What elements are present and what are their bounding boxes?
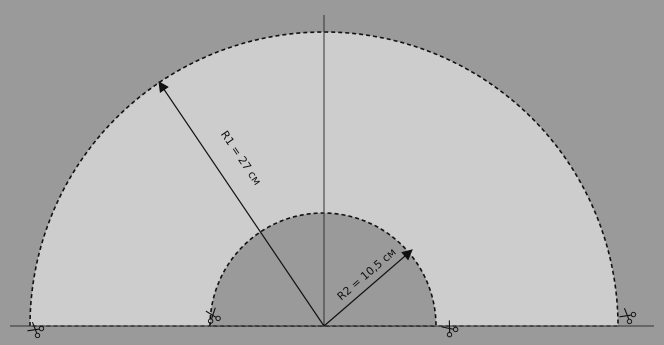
outer-radius-arrow bbox=[158, 81, 325, 327]
inner-radius-arrow bbox=[323, 249, 413, 327]
